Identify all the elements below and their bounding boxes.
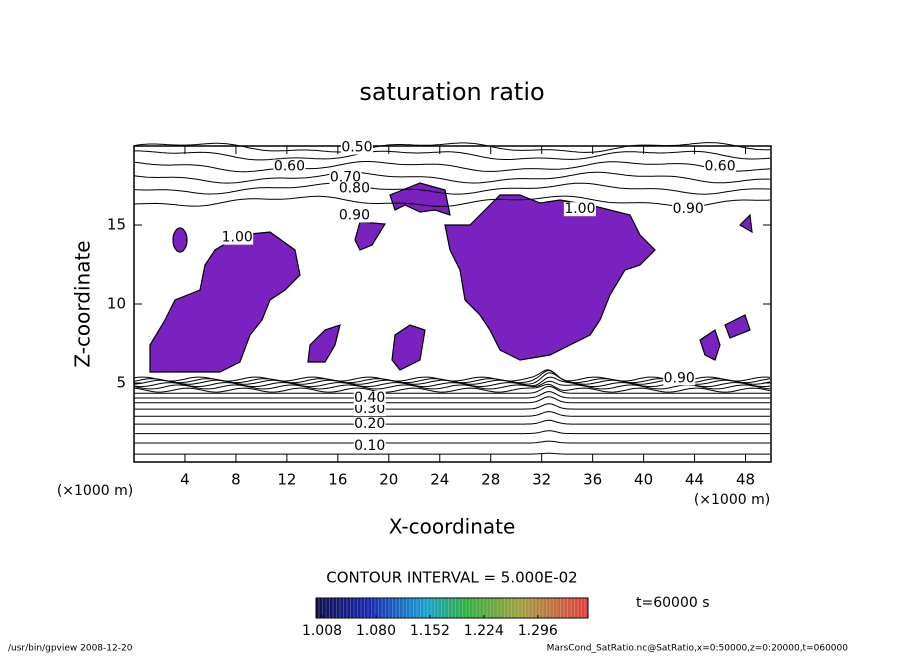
- contour-label-bg: [340, 140, 373, 155]
- x-unit: (×1000 m): [694, 492, 770, 508]
- region: [172, 227, 188, 253]
- x-tick-label: 48: [736, 471, 755, 489]
- colorbar-tick-label: 1.080: [356, 623, 396, 639]
- chart-title: saturation ratio: [359, 78, 544, 106]
- x-unit: (×1000 m): [57, 483, 133, 499]
- contour-label-bg: [353, 417, 386, 432]
- x-tick-label: 32: [532, 471, 551, 489]
- region: [444, 194, 656, 361]
- contour-line: [134, 391, 770, 399]
- y-tick-label: 5: [116, 374, 126, 392]
- supersaturated-regions: [149, 182, 753, 373]
- contour-line: [133, 380, 771, 390]
- colorbar-tick-label: 1.152: [410, 623, 450, 639]
- x-tick-label: 20: [379, 471, 398, 489]
- region: [739, 213, 753, 234]
- x-tick-label: 24: [430, 471, 449, 489]
- contour-label: 0.30: [354, 401, 385, 417]
- region: [391, 324, 426, 371]
- y-tick-label: 10: [107, 295, 126, 313]
- contour-label: 0.90: [673, 201, 704, 217]
- x-tick-label: 8: [231, 471, 241, 489]
- x-tick-label: 40: [634, 471, 653, 489]
- region: [149, 231, 301, 373]
- contour-label: 1.00: [222, 230, 253, 246]
- colorbar-tick-label: 1.296: [518, 623, 558, 639]
- x-axis-label: X-coordinate: [389, 515, 516, 539]
- time-label: t=60000 s: [636, 595, 710, 611]
- colorbar: [315, 597, 589, 619]
- contour-line: [134, 452, 770, 455]
- contour-line: [134, 430, 770, 435]
- region: [724, 314, 751, 339]
- contour-interval: CONTOUR INTERVAL = 5.000E-02: [326, 569, 577, 587]
- contour-label-bg: [338, 208, 371, 223]
- x-tick-label: 4: [180, 471, 190, 489]
- contour-line: [133, 171, 770, 184]
- region: [699, 329, 721, 361]
- contour-label: 0.60: [704, 159, 735, 175]
- contour-line: [134, 411, 770, 417]
- contour-label: 0.40: [354, 390, 385, 406]
- contour-label: 0.20: [354, 416, 385, 432]
- contour-label-bg: [704, 159, 737, 174]
- x-tick-label: 12: [277, 471, 296, 489]
- region: [354, 221, 387, 251]
- contour-line: [134, 419, 770, 425]
- contour-label: 0.60: [274, 159, 305, 175]
- contour-label: 0.90: [664, 370, 695, 386]
- colorbar-tick-label: 1.224: [464, 623, 504, 639]
- contour-label: 0.50: [341, 140, 372, 156]
- contour-line: [133, 142, 770, 153]
- x-tick-label: 16: [328, 471, 347, 489]
- x-tick-label: 44: [685, 471, 704, 489]
- contour-label: 0.10: [354, 438, 385, 454]
- contour-label: 0.80: [339, 181, 370, 197]
- x-tick-label: 36: [583, 471, 602, 489]
- colorbar-tick-label: 1.008: [302, 623, 342, 639]
- contour-line: [133, 383, 771, 393]
- contour-label: 0.70: [330, 170, 361, 186]
- contour-label-bg: [563, 202, 596, 217]
- contour-label-bg: [338, 181, 371, 196]
- contour-line: [134, 150, 771, 161]
- x-tick-label: 28: [481, 471, 500, 489]
- contour-line: [134, 385, 770, 394]
- contour-line: [134, 440, 770, 444]
- y-axis-label: Z-coordinate: [71, 240, 95, 367]
- contour-label-bg: [353, 402, 386, 417]
- region: [389, 182, 451, 216]
- y-tick-label: 15: [107, 216, 126, 234]
- footer-right: MarsCond_SatRatio.nc@SatRatio,x=0:50000,…: [547, 644, 849, 654]
- contour-line: [133, 182, 770, 195]
- contour-label-bg: [273, 159, 306, 174]
- contour-label-bg: [221, 230, 254, 245]
- contour-label: 0.90: [339, 208, 370, 224]
- region: [307, 324, 341, 363]
- contour-label-bg: [353, 439, 386, 454]
- contour-label-bg: [353, 391, 386, 406]
- contour-label-bg: [672, 202, 705, 217]
- contour-label-bg: [663, 371, 696, 386]
- contour-line: [134, 396, 770, 404]
- footer-left: /usr/bin/gpview 2008-12-20: [8, 644, 133, 654]
- contour-label: 1.00: [564, 201, 595, 217]
- contour-line: [134, 403, 770, 410]
- contour-line: [133, 161, 771, 173]
- contour-label-bg: [329, 170, 362, 185]
- contour-line: [133, 195, 771, 208]
